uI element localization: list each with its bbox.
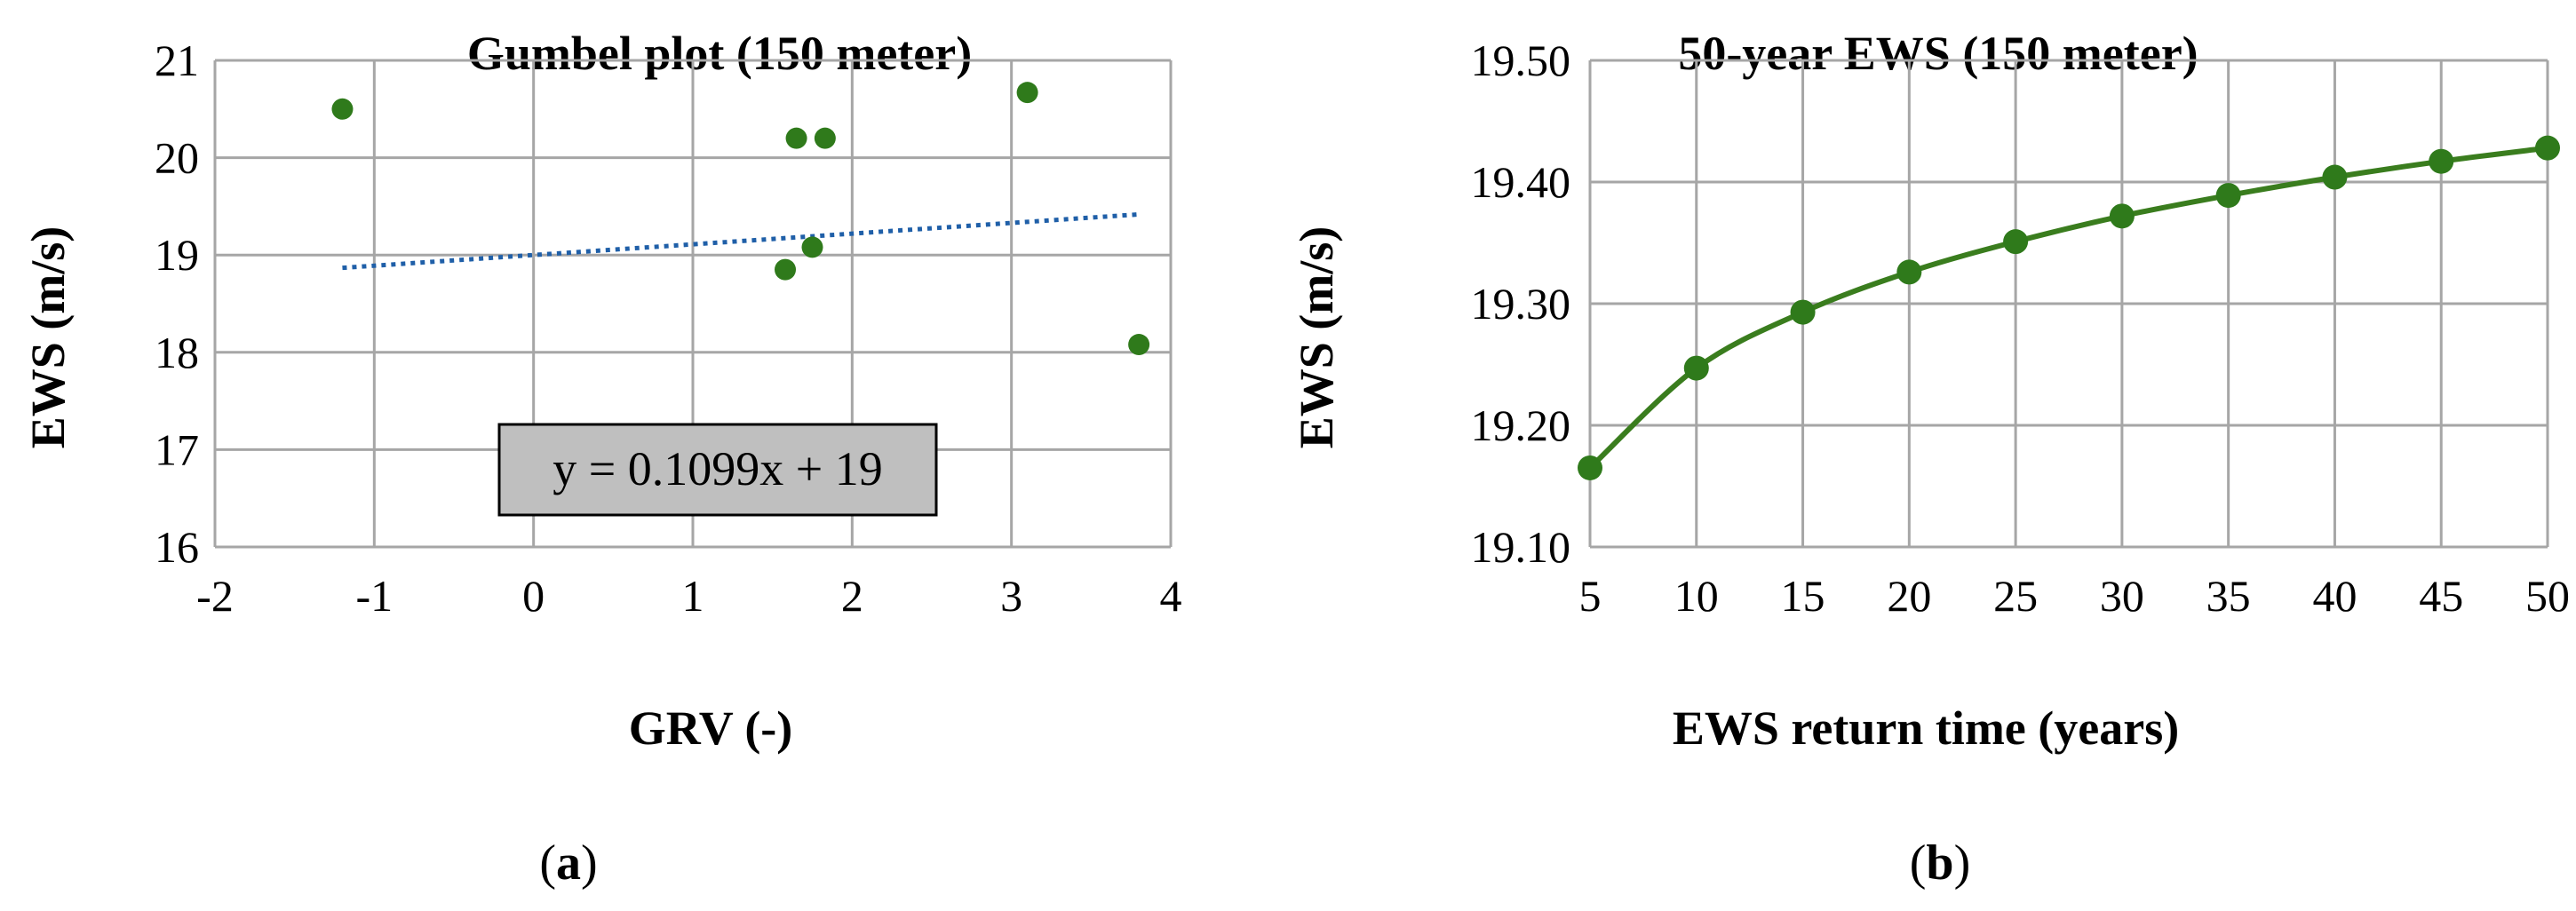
chart-b: 50-year EWS (150 meter) 19.1019.2019.301…: [1290, 27, 2570, 755]
chart-b-x-tick-label: 10: [1674, 571, 1719, 621]
chart-a-trendline: [342, 211, 1140, 271]
equation-label-text: y = 0.1099x + 19: [553, 442, 882, 495]
chart-b-y-tick-label: 19.40: [1471, 157, 1571, 207]
chart-b-title: 50-year EWS (150 meter): [1678, 27, 2198, 80]
chart-b-y-tick-label: 19.30: [1471, 279, 1571, 329]
chart-b-point: [2003, 229, 2029, 255]
chart-b-grid: [1588, 59, 2549, 549]
chart-a-x-tick-label: -2: [196, 571, 234, 621]
chart-a-y-axis-label: EWS (m/s): [21, 226, 75, 449]
chart-a-point: [1128, 334, 1150, 356]
chart-a-x-axis-label: GRV (-): [629, 701, 793, 755]
chart-b-x-tick-label: 50: [2525, 571, 2570, 621]
chart-b-series-line: [1587, 145, 2548, 471]
chart-b-y-tick-label: 19.10: [1471, 522, 1571, 572]
chart-a-x-tick-label: 0: [522, 571, 545, 621]
chart-a-x-tick-label: 3: [1000, 571, 1022, 621]
chart-b-x-tick-label: 25: [1993, 571, 2038, 621]
chart-a-x-tick-label: 2: [841, 571, 863, 621]
chart-a-y-tick-label: 16: [155, 522, 199, 572]
chart-a-y-ticks: 16 17 18 19 20 21: [155, 36, 199, 572]
chart-a-y-tick-label: 21: [155, 36, 199, 85]
equation-label-box: [497, 423, 938, 517]
chart-a-point: [775, 258, 797, 281]
chart-b-y-tick-label: 19.20: [1471, 400, 1571, 450]
chart-a-point: [814, 127, 836, 149]
chart-a-point: [785, 127, 807, 149]
chart-b-x-tick-label: 5: [1579, 571, 1602, 621]
chart-b-point: [2429, 148, 2454, 174]
chart-b-x-tick-label: 20: [1887, 571, 1931, 621]
chart-a-y-tick-label: 20: [155, 133, 199, 183]
chart-b-y-ticks: 19.10 19.20 19.30 19.40 19.50: [1471, 36, 1571, 572]
chart-b-x-axis-label: EWS return time (years): [1673, 701, 2179, 755]
panel-label-b: (b): [1910, 836, 1970, 891]
panel-label-a: (a): [539, 836, 597, 891]
chart-a-y-tick-label: 19: [155, 230, 199, 280]
chart-b-point: [2109, 203, 2135, 229]
chart-b-point: [1578, 455, 1602, 480]
chart-a-x-tick-label: 1: [682, 571, 704, 621]
chart-b-x-tick-label: 40: [2312, 571, 2357, 621]
chart-b-point: [1790, 299, 1816, 325]
chart-b-y-axis-label: EWS (m/s): [1290, 226, 1343, 449]
chart-b-point: [2215, 183, 2241, 209]
chart-a-y-tick-label: 18: [155, 328, 199, 377]
chart-a-x-ticks: -2 -1 0 1 2 3 4: [196, 571, 1181, 621]
chart-a-point: [801, 236, 823, 258]
chart-b-point: [1896, 259, 1922, 285]
chart-b-point: [2322, 164, 2348, 190]
chart-a-points: [331, 82, 1150, 356]
chart-b-x-ticks: 5 10 15 20 25 30 35 40 45 50: [1579, 571, 2571, 621]
chart-a-point: [1016, 82, 1038, 104]
chart-a-x-tick-label: 4: [1160, 571, 1182, 621]
chart-b-y-tick-label: 19.50: [1471, 36, 1571, 85]
chart-a-y-tick-label: 17: [155, 424, 199, 474]
chart-b-point: [2535, 135, 2560, 161]
chart-b-x-tick-label: 45: [2419, 571, 2463, 621]
chart-b-x-tick-label: 35: [2206, 571, 2251, 621]
chart-a-title: Gumbel plot (150 meter): [467, 27, 972, 80]
chart-a-point: [331, 98, 354, 120]
equation-label: y = 0.1099x + 19: [497, 423, 938, 517]
chart-b-x-tick-label: 15: [1781, 571, 1825, 621]
chart-a-x-tick-label: -1: [356, 571, 394, 621]
chart-b-x-tick-label: 30: [2100, 571, 2144, 621]
chart-a-trendline-group: [342, 211, 1140, 271]
chart-b-series: [1578, 135, 2560, 480]
chart-b-point: [1683, 355, 1709, 381]
